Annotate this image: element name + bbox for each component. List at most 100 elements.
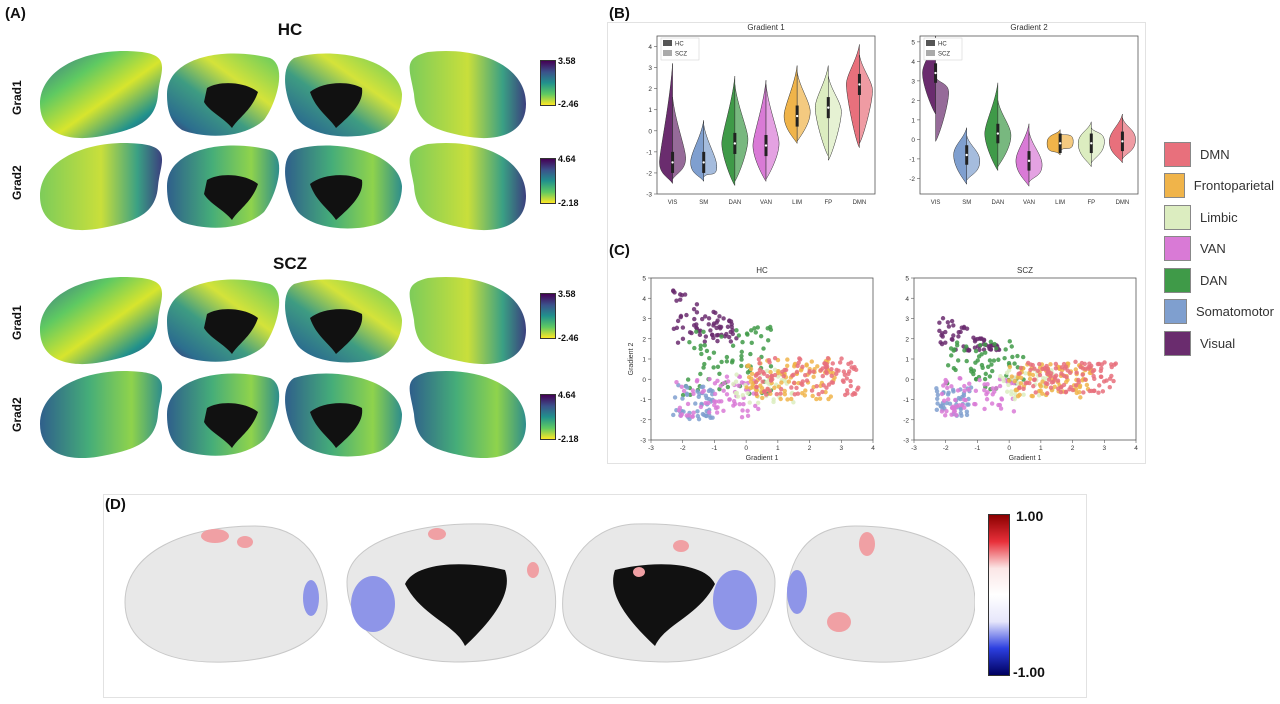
scatter-point: [778, 386, 784, 392]
scatter-point: [714, 333, 720, 338]
scatter-point: [1006, 378, 1012, 383]
y-axis-label: Gradient 2: [628, 343, 635, 376]
negative-cluster: [303, 580, 319, 616]
scatter-point: [791, 400, 796, 405]
legend-item-dan: DAN: [1164, 266, 1274, 294]
scatter-point: [690, 388, 696, 393]
scatter-point: [841, 369, 847, 374]
scatter-point: [945, 385, 950, 391]
colorbar-max: 1.00: [1016, 508, 1044, 524]
scatter-point: [1027, 372, 1032, 377]
chart-title: Gradient 2: [1010, 23, 1048, 32]
scatter-point: [671, 412, 676, 418]
legend-label-hc: HC: [675, 42, 684, 48]
scatter-point: [939, 391, 945, 397]
panel-label-c: (C): [609, 242, 630, 259]
scatter-point: [962, 383, 967, 389]
scatter-point: [969, 369, 974, 374]
scatter-point: [677, 292, 683, 297]
scatter-point: [990, 368, 995, 374]
scatter-point: [1074, 370, 1079, 375]
scatter-point: [715, 405, 720, 410]
scatter-point: [951, 366, 957, 371]
scatter-point: [1010, 354, 1015, 360]
violin-half: [984, 82, 999, 172]
scatter-point: [991, 358, 997, 363]
scatter-point: [804, 362, 809, 367]
scatter-point: [994, 346, 999, 351]
legend-swatch-hc: [663, 40, 672, 46]
x-tick-label: 2: [1071, 445, 1075, 452]
scatter-point: [1006, 361, 1012, 366]
legend-item-frontoparietal: Frontoparietal: [1164, 172, 1274, 200]
colorbar-min: -2.18: [558, 198, 579, 208]
brain-lateral-right: [409, 371, 526, 458]
scatter-point: [1021, 386, 1026, 392]
scatter-point: [1091, 373, 1096, 379]
legend-swatch-scz: [663, 50, 672, 56]
x-tick-label: DAN: [729, 200, 742, 206]
group-title-hc: HC: [277, 20, 303, 39]
scatter-point: [687, 330, 693, 335]
scatter-point: [714, 410, 720, 415]
scatter-point: [977, 347, 982, 353]
scatter-point: [733, 390, 738, 396]
scatter-point: [783, 367, 789, 373]
scatter-point: [1089, 363, 1094, 369]
scatter-point: [729, 360, 735, 365]
brain-medial-wall: [310, 83, 363, 128]
scatter-point: [702, 339, 707, 344]
scatter-point: [678, 314, 683, 320]
y-tick-label: 3: [911, 78, 915, 85]
scatter-point: [1027, 380, 1032, 386]
scatter-point: [785, 397, 790, 402]
scatter-point: [778, 391, 783, 396]
x-tick-label: -2: [943, 445, 949, 452]
scatter-point: [745, 332, 750, 337]
scatter-point: [848, 378, 853, 384]
scatter-point: [939, 409, 945, 414]
scatter-point: [782, 388, 787, 394]
scatter-point: [847, 369, 852, 374]
legend-label: VAN: [1200, 241, 1226, 256]
scatter-point: [719, 334, 724, 339]
scatter-point: [996, 357, 1001, 362]
legend-swatch: [1164, 141, 1191, 167]
scatter-point: [701, 365, 706, 370]
violin-half: [966, 135, 981, 182]
scatter-point: [748, 366, 754, 372]
scatter-point: [1053, 366, 1059, 371]
x-axis-label: Gradient 1: [746, 455, 779, 462]
colorbar-min: -2.18: [558, 434, 579, 444]
scatter-point: [800, 379, 805, 384]
scatter-point: [739, 380, 745, 385]
scatter-point: [730, 331, 735, 337]
scatter-point: [1095, 361, 1101, 367]
scatter-point: [672, 395, 678, 400]
chart-title: HC: [756, 266, 768, 275]
scatter-point: [771, 399, 776, 405]
violin-half: [1015, 123, 1030, 188]
scatter-point: [973, 402, 978, 407]
colorbar-panel-d: [988, 514, 1010, 676]
violin-median: [671, 161, 674, 164]
scatter-point: [757, 361, 762, 366]
scatter-point: [824, 364, 830, 369]
scatter-point: [957, 375, 962, 381]
violin-half: [935, 76, 949, 143]
scatter-point: [982, 382, 987, 387]
brain-medial-wall: [204, 403, 258, 448]
y-tick-label: 1: [911, 117, 915, 124]
scatter-point: [937, 320, 942, 325]
scatter-point: [1013, 387, 1019, 393]
scatter-point: [942, 413, 948, 418]
scatter-point: [725, 384, 731, 390]
scatter-point: [765, 326, 770, 331]
y-tick-label: 2: [642, 336, 646, 343]
scatter-point: [943, 381, 948, 386]
scatter-point: [759, 386, 765, 391]
scatter-point: [823, 369, 829, 374]
scatter-point: [718, 326, 723, 331]
scatter-point: [983, 350, 988, 355]
scatter-point: [949, 384, 954, 389]
